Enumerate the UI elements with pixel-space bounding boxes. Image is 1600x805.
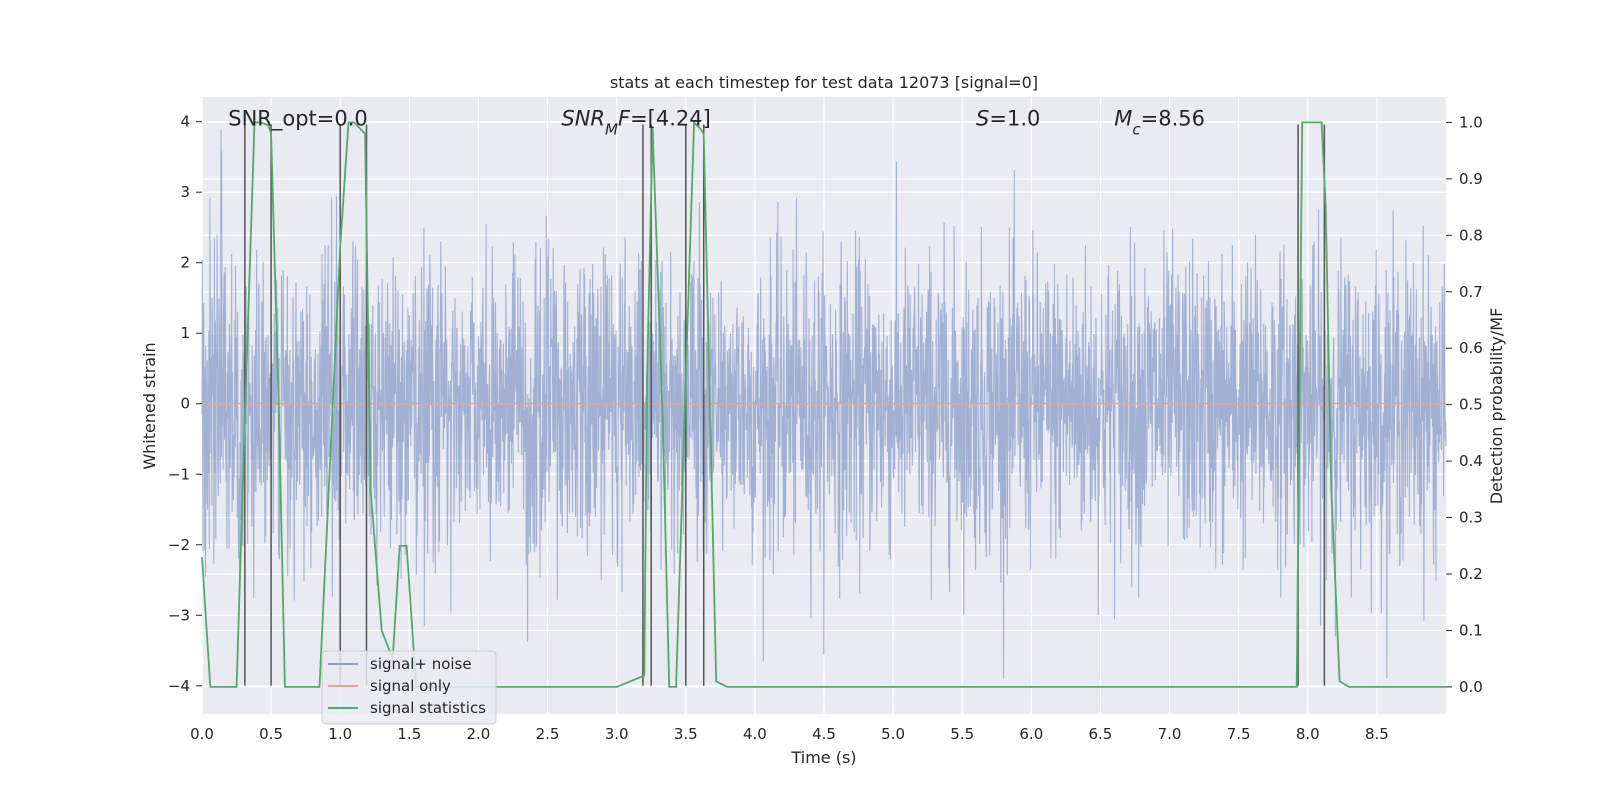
y-right-tick-label: 0.3	[1459, 509, 1483, 527]
y-right-tick-label: 0.1	[1459, 621, 1483, 639]
y-right-tick-label: 0.6	[1459, 339, 1483, 357]
x-tick-label: 3.0	[605, 725, 629, 743]
signal-statistics-line	[201, 120, 1446, 688]
x-tick-label: 2.0	[467, 725, 491, 743]
x-tick-label: 8.0	[1296, 725, 1320, 743]
y-right-tick-label: 1.0	[1459, 113, 1483, 131]
x-tick-label: 0.0	[190, 725, 214, 743]
y-axis-label-left: Whitened strain	[140, 342, 159, 469]
y-right-tick-label: 0.7	[1459, 283, 1483, 301]
y-right-tick-label: 0.0	[1459, 678, 1483, 696]
annotations: SNR_opt=0.0 SNRMF=[4.24] S=1.0 Mc=8.56	[228, 107, 1205, 139]
signal-noise-line	[201, 128, 1447, 679]
x-tick-label: 5.5	[950, 725, 974, 743]
y-axis-label-right: Detection probability/MF	[1487, 308, 1506, 505]
x-tick-label: 4.0	[743, 725, 767, 743]
x-tick-label: 6.0	[1019, 725, 1043, 743]
y-tick-label: 2	[180, 254, 190, 272]
y-tick-label: −4	[168, 677, 190, 695]
annotation-s-value: S=1.0	[976, 107, 1040, 131]
annotation-part: c	[1132, 121, 1141, 139]
x-tick-label: 7.5	[1227, 725, 1251, 743]
annotation-snr-mf: SNRMF=[4.24]	[561, 107, 710, 139]
legend-label-signal-only: signal only	[370, 677, 451, 695]
y-ticks-right: 0.0 0.1 0.2 0.3 0.4 0.5 0.6 0.7 0.8 0.9 1.0	[1446, 113, 1483, 696]
y-right-tick-label: 0.9	[1459, 170, 1483, 188]
legend: signal+ noise signal only signal statist…	[321, 650, 497, 725]
y-right-tick-label: 0.2	[1459, 565, 1483, 583]
x-tick-label: 1.0	[328, 725, 352, 743]
series-signal-noise	[201, 128, 1447, 679]
annotation-mc-value: Mc=8.56	[1114, 107, 1205, 139]
annotation-part: F	[618, 107, 631, 131]
legend-box	[321, 650, 497, 725]
y-ticks-left: −4 −3 −2 −1 0 1 2 3 4	[168, 113, 202, 695]
y-tick-label: −3	[168, 606, 190, 624]
x-tick-label: 8.5	[1365, 725, 1389, 743]
x-tick-label: 5.0	[881, 725, 905, 743]
x-ticks: 0.0 0.5 1.0 1.5 2.0 2.5 3.0 3.5 4.0 4.5 5.0 5.5 6.0 6…	[190, 725, 1389, 743]
y-tick-label: 0	[180, 395, 190, 413]
chart-title: stats at each timestep for test data 120…	[610, 73, 1038, 92]
x-axis-label: Time (s)	[790, 748, 856, 767]
y-right-tick-label: 0.4	[1459, 452, 1483, 470]
y-tick-label: 1	[180, 324, 190, 342]
x-tick-label: 3.5	[674, 725, 698, 743]
y-tick-label: −2	[168, 536, 190, 554]
annotation-part: M	[1114, 107, 1132, 131]
legend-label-signal-statistics: signal statistics	[370, 699, 486, 717]
annotation-part: SNR	[561, 107, 605, 131]
annotation-part: =1.0	[989, 107, 1040, 131]
annotation-part: S	[976, 107, 989, 131]
legend-label-signal-noise: signal+ noise	[370, 655, 472, 673]
annotation-part: =8.56	[1141, 107, 1205, 131]
y-right-tick-label: 0.5	[1459, 396, 1483, 414]
x-tick-label: 7.0	[1158, 725, 1182, 743]
annotation-part: =[4.24]	[630, 107, 711, 131]
x-tick-label: 2.5	[536, 725, 560, 743]
x-tick-label: 4.5	[812, 725, 836, 743]
y-tick-label: −1	[168, 465, 190, 483]
annotation-part: SNR_opt=0.0	[228, 107, 368, 132]
annotation-snr-opt: SNR_opt=0.0	[228, 107, 368, 132]
x-tick-label: 0.5	[259, 725, 283, 743]
y-tick-label: 4	[180, 113, 190, 131]
x-tick-label: 6.5	[1089, 725, 1113, 743]
annotation-part: M	[605, 121, 618, 139]
y-right-tick-label: 0.8	[1459, 226, 1483, 244]
x-tick-label: 1.5	[397, 725, 421, 743]
series-signal-statistics	[201, 120, 1446, 688]
y-tick-label: 3	[180, 183, 190, 201]
